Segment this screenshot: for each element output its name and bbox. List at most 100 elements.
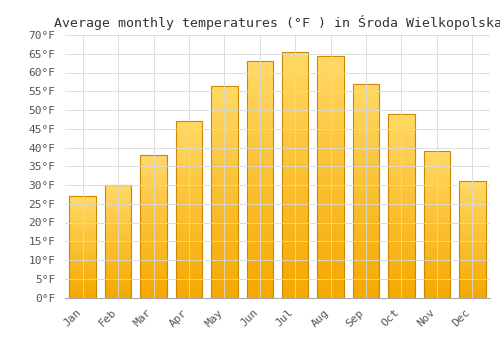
Bar — [246, 120, 273, 123]
Bar — [105, 220, 132, 221]
Bar — [282, 84, 308, 86]
Bar — [353, 94, 380, 97]
Bar — [70, 277, 96, 278]
Bar — [176, 218, 202, 220]
Bar — [140, 260, 167, 262]
Bar — [246, 177, 273, 179]
Bar — [353, 246, 380, 248]
Bar — [318, 244, 344, 247]
Bar — [353, 291, 380, 293]
Bar — [140, 181, 167, 182]
Bar — [176, 165, 202, 167]
Bar — [140, 228, 167, 229]
Bar — [424, 271, 450, 273]
Bar — [318, 295, 344, 298]
Bar — [105, 231, 132, 232]
Bar — [246, 257, 273, 260]
Bar — [318, 201, 344, 203]
Bar — [211, 238, 238, 240]
Bar — [105, 256, 132, 257]
Bar — [318, 72, 344, 75]
Bar — [246, 102, 273, 104]
Bar — [459, 210, 485, 211]
Bar — [176, 276, 202, 278]
Bar — [318, 237, 344, 239]
Bar — [211, 289, 238, 291]
Bar — [282, 283, 308, 285]
Bar — [282, 229, 308, 231]
Bar — [318, 223, 344, 225]
Bar — [140, 245, 167, 246]
Bar — [424, 236, 450, 238]
Bar — [459, 253, 485, 254]
Bar — [318, 70, 344, 72]
Bar — [105, 238, 132, 239]
Bar — [318, 205, 344, 208]
Bar — [318, 257, 344, 259]
Bar — [353, 90, 380, 92]
Bar — [70, 275, 96, 276]
Bar — [459, 221, 485, 222]
Bar — [282, 219, 308, 221]
Bar — [176, 187, 202, 188]
Bar — [246, 267, 273, 269]
Bar — [282, 160, 308, 162]
Bar — [176, 243, 202, 245]
Bar — [211, 228, 238, 230]
Bar — [424, 283, 450, 284]
Bar — [318, 247, 344, 249]
Bar — [353, 248, 380, 251]
Bar — [424, 192, 450, 194]
Bar — [282, 275, 308, 278]
Bar — [388, 171, 414, 173]
Bar — [70, 230, 96, 231]
Bar — [105, 185, 132, 186]
Bar — [318, 92, 344, 94]
Bar — [282, 256, 308, 258]
Bar — [459, 222, 485, 223]
Bar — [282, 116, 308, 118]
Bar — [353, 253, 380, 255]
Bar — [459, 282, 485, 284]
Bar — [318, 203, 344, 205]
Bar — [459, 181, 485, 182]
Bar — [353, 231, 380, 233]
Bar — [318, 191, 344, 194]
Bar — [459, 183, 485, 185]
Bar — [424, 296, 450, 297]
Bar — [176, 216, 202, 218]
Bar — [282, 145, 308, 148]
Bar — [353, 99, 380, 101]
Bar — [140, 195, 167, 196]
Bar — [140, 212, 167, 214]
Bar — [459, 218, 485, 219]
Bar — [424, 292, 450, 293]
Bar — [70, 243, 96, 244]
Bar — [353, 282, 380, 285]
Bar — [70, 197, 96, 198]
Bar — [246, 85, 273, 87]
Bar — [246, 248, 273, 250]
Bar — [282, 288, 308, 290]
Bar — [70, 228, 96, 229]
Bar — [246, 137, 273, 139]
Bar — [424, 259, 450, 261]
Bar — [105, 259, 132, 260]
Bar — [211, 86, 238, 298]
Bar — [246, 134, 273, 137]
Bar — [353, 163, 380, 165]
Bar — [424, 151, 450, 153]
Bar — [105, 206, 132, 208]
Bar — [246, 265, 273, 267]
Bar — [459, 232, 485, 233]
Bar — [176, 208, 202, 209]
Bar — [105, 262, 132, 264]
Bar — [424, 242, 450, 243]
Bar — [105, 287, 132, 288]
Bar — [176, 172, 202, 174]
Bar — [140, 269, 167, 271]
Bar — [211, 217, 238, 219]
Bar — [353, 126, 380, 129]
Bar — [211, 103, 238, 105]
Bar — [459, 237, 485, 238]
